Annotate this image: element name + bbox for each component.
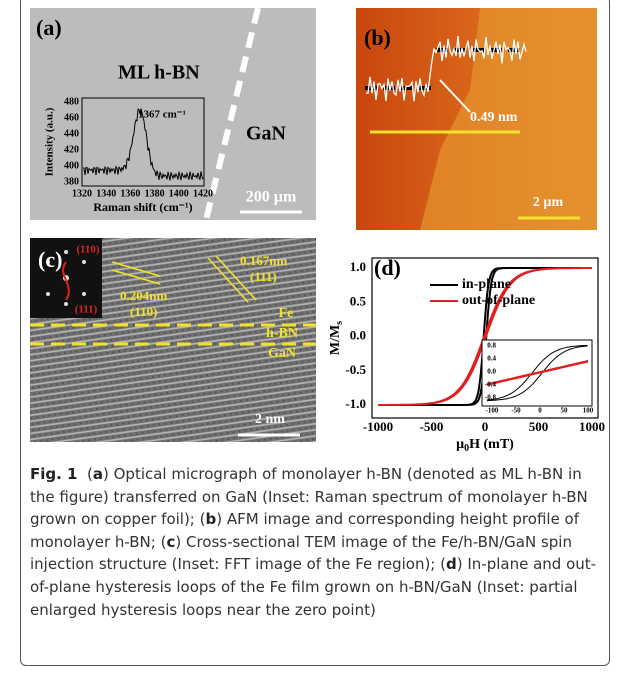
x-tick-label: 0 — [482, 419, 489, 434]
inset-x-tick: 0 — [538, 407, 542, 415]
inset-y-tick: 480 — [64, 96, 79, 107]
inset-x-tick: 1400 — [169, 188, 189, 199]
inset-x-tick: -50 — [511, 407, 521, 415]
panel-label: (d) — [374, 255, 401, 280]
x-tick-label: 1000 — [579, 419, 605, 434]
figure: (a) ML h-BN GaN 200 µm 1367 cm⁻¹ Intensity (a… — [0, 0, 627, 460]
caption-run: a — [93, 465, 103, 483]
height-label: 0.49 nm — [470, 110, 518, 125]
scale-label: 200 µm — [246, 189, 297, 206]
fft-label: (111) — [75, 304, 98, 316]
layer-label: Fe — [279, 306, 294, 321]
x-tick-label: 500 — [529, 419, 549, 434]
scale-label: 2 nm — [255, 412, 285, 427]
caption-run: d — [446, 555, 457, 573]
y-tick-label: 1.0 — [350, 259, 366, 274]
fft-label: (110) — [76, 244, 100, 256]
caption: Fig. 1 (a) Optical micrograph of monolay… — [30, 463, 605, 621]
y-tick-label: -1.0 — [345, 396, 366, 411]
inset-y-tick: 0.4 — [487, 355, 496, 363]
y-tick-label: 0.5 — [350, 293, 367, 308]
inset-y-tick: 0.8 — [487, 342, 496, 350]
x-label-part: H (mT) — [469, 437, 514, 452]
page: (a) ML h-BN GaN 200 µm 1367 cm⁻¹ Intensity (a… — [0, 0, 627, 680]
inset-x-tick: 50 — [561, 407, 569, 415]
caption-run: Fig. 1 — [30, 465, 77, 483]
y-label: M/Ms — [328, 321, 345, 355]
layer-label: GaN — [268, 346, 296, 361]
legend-label: in-plane — [462, 277, 511, 292]
plane-label: (110) — [130, 304, 157, 319]
legend-label: out-of-plane — [462, 293, 535, 308]
panel-label: (c) — [38, 247, 62, 272]
plane-label: (111) — [250, 269, 277, 284]
inset-y-tick: 420 — [64, 144, 79, 155]
x-tick-label: -500 — [420, 419, 444, 434]
spacing-label: 0.204nm — [120, 288, 167, 303]
substrate-label: GaN — [246, 123, 287, 145]
inset-y-label: Intensity (a.u.) — [44, 107, 56, 176]
y-tick-label: 0.0 — [350, 328, 366, 343]
inset-x-tick: 1360 — [120, 188, 140, 199]
inset-y-tick: 380 — [64, 176, 79, 187]
layer-label: h-BN — [266, 326, 298, 341]
inset-y-tick: 400 — [64, 160, 79, 171]
inset-y-tick: 0.0 — [487, 368, 496, 376]
inset-x-tick: 1380 — [145, 188, 165, 199]
x-label: μ0H (mT) — [456, 437, 514, 454]
x-tick-label: -1000 — [363, 419, 393, 434]
y-tick-label: -0.5 — [345, 362, 366, 377]
inset-y-tick: 460 — [64, 112, 79, 123]
inset-x-tick: 100 — [583, 407, 594, 415]
film-label: ML h-BN — [118, 62, 200, 84]
peak-label: 1367 cm⁻¹ — [138, 109, 186, 121]
inset-y-tick: -0.4 — [485, 381, 497, 389]
y-label-sub: s — [334, 321, 345, 325]
panel-label: (b) — [364, 25, 391, 50]
inset-y-tick: 440 — [64, 128, 79, 139]
panel-label: (a) — [36, 15, 62, 40]
inset-x-tick: -100 — [486, 407, 499, 415]
inset-x-tick: 1320 — [72, 188, 92, 199]
inset-x-tick: 1340 — [96, 188, 116, 199]
spacing-label: 0.167nm — [240, 253, 287, 268]
caption-run: b — [205, 510, 216, 528]
caption-run: ( — [77, 465, 92, 483]
scale-label: 2 µm — [533, 195, 564, 210]
inset-x-tick: 1420 — [193, 188, 213, 199]
inset-x-label: Raman shift (cm⁻¹) — [93, 200, 192, 214]
inset-y-tick: -0.8 — [485, 394, 497, 402]
